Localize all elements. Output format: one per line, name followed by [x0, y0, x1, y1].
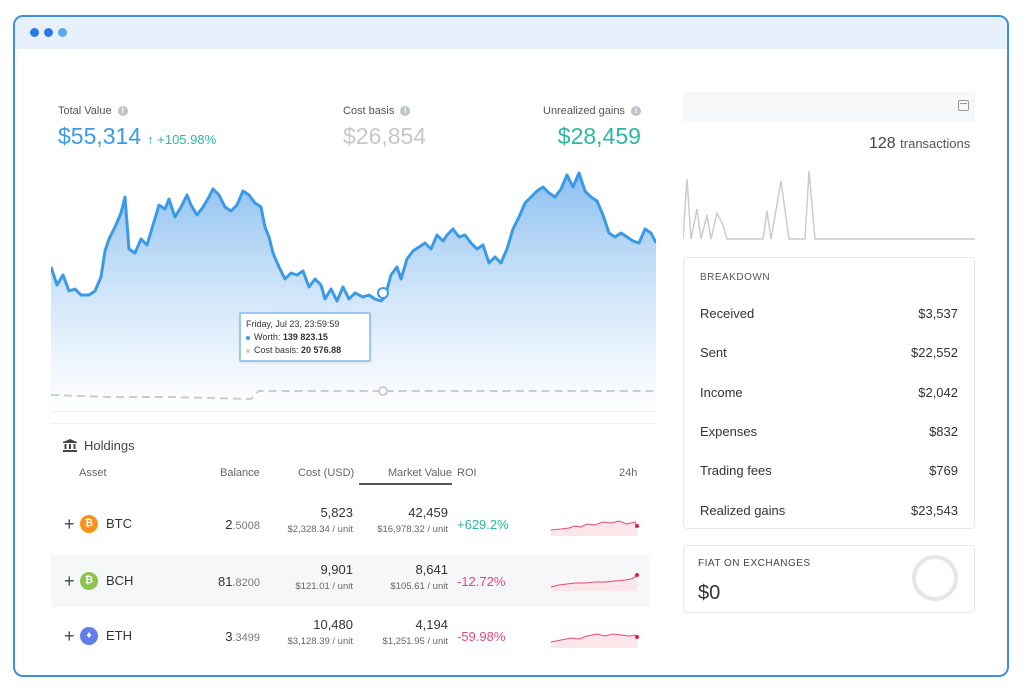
asset-market-value: 42,459 $16,978.32 / unit — [377, 505, 448, 535]
eth-icon: ♦ — [80, 627, 98, 645]
asset-roi: +629.2% — [457, 517, 509, 532]
tooltip-cost-value: 20 576.88 — [301, 345, 342, 355]
breakdown-title: BREAKDOWN — [700, 272, 771, 283]
total-value-stat: Total Value i $55,314 ↑ +105.98% — [58, 105, 216, 150]
asset-symbol: BTC — [106, 516, 132, 531]
unrealized-gains-label: Unrealized gains — [543, 105, 625, 117]
plus-icon[interactable]: + — [64, 626, 75, 646]
portfolio-chart[interactable] — [49, 167, 658, 412]
cost-basis-label: Cost basis — [343, 105, 395, 117]
table-row[interactable]: + ₿ BCH 81.8200 9,901 $121.01 / unit 8,64… — [51, 555, 649, 607]
transactions-count: 128 transactions — [869, 135, 971, 152]
tooltip-worth-value: 139 823.15 — [282, 332, 328, 342]
btc-sparkline — [551, 520, 639, 536]
tooltip-worth-label: Worth: — [254, 332, 281, 342]
chart-tooltip: Friday, Jul 23, 23:59:59 Worth: 139 823.… — [239, 312, 371, 362]
asset-cost: 5,823 $2,328.34 / unit — [287, 505, 354, 535]
table-row[interactable]: + ₿ BTC 2.5008 5,823 $2,328.34 / unit 42,… — [51, 498, 649, 550]
bank-icon — [63, 439, 77, 452]
portfolio-chart-svg[interactable] — [49, 167, 658, 411]
cost-basis-hover-point[interactable] — [378, 386, 388, 396]
asset-market-value: 8,641 $105.61 / unit — [390, 562, 448, 592]
info-icon[interactable]: i — [117, 106, 128, 116]
worth-area — [51, 173, 656, 411]
column-balance[interactable]: Balance — [220, 467, 260, 479]
column-cost[interactable]: Cost (USD) — [298, 467, 355, 479]
plus-icon[interactable]: + — [64, 514, 75, 534]
total-value-label: Total Value — [58, 105, 112, 117]
eth-sparkline — [551, 633, 639, 648]
tooltip-date: Friday, Jul 23, 23:59:59 — [246, 319, 340, 329]
fiat-title: FIAT ON EXCHANGES — [698, 558, 811, 569]
breakdown-card: BREAKDOWN Received $3,537 Sent $22,552 Inc… — [683, 257, 975, 529]
asset-balance: 3.3499 — [225, 629, 260, 644]
asset-roi: -59.98% — [457, 629, 506, 644]
cost-basis-amount: $26,854 — [343, 123, 427, 149]
breakdown-row-income[interactable]: Income $2,042 — [700, 385, 958, 400]
total-value-amount: $55,314 — [58, 123, 142, 149]
unrealized-gains-amount: $28,459 — [557, 123, 641, 149]
asset-market-value: 4,194 $1,251.95 / unit — [382, 617, 449, 647]
app-window: Total Value i $55,314 ↑ +105.98% Cost basi… — [13, 15, 1009, 677]
window-dot-icon[interactable] — [44, 28, 53, 37]
holdings-header: Holdings — [63, 438, 135, 453]
calendar-icon[interactable] — [958, 100, 969, 111]
fiat-donut-chart — [912, 555, 958, 601]
asset-cost: 10,480 $3,128.39 / unit — [287, 617, 354, 647]
breakdown-row-sent[interactable]: Sent $22,552 — [700, 345, 958, 360]
btc-icon: ₿ — [80, 515, 98, 533]
table-row[interactable]: + ♦ ETH 3.3499 10,480 $3,128.39 / unit 4,… — [51, 610, 649, 662]
asset-balance: 2.5008 — [225, 517, 260, 532]
asset-symbol: BCH — [106, 573, 134, 588]
breakdown-row-trading-fees[interactable]: Trading fees $769 — [700, 463, 958, 478]
fiat-card: FIAT ON EXCHANGES $0 — [683, 545, 975, 613]
column-roi[interactable]: ROI — [457, 467, 477, 479]
worth-dot-icon — [246, 335, 250, 340]
total-value-change: ↑ +105.98% — [147, 132, 217, 147]
column-asset[interactable]: Asset — [79, 467, 107, 479]
column-market-value[interactable]: Market Value — [359, 467, 452, 485]
date-range-bar[interactable] — [683, 92, 975, 122]
cost-dot-icon — [246, 348, 250, 353]
bch-icon: ₿ — [80, 572, 98, 590]
worth-line — [49, 171, 658, 303]
breakdown-row-expenses[interactable]: Expenses $832 — [700, 424, 958, 439]
asset-symbol: ETH — [106, 628, 132, 643]
info-icon[interactable]: i — [630, 106, 641, 116]
asset-balance: 81.8200 — [218, 574, 260, 589]
info-icon[interactable]: i — [400, 106, 411, 116]
window-dot-icon[interactable] — [30, 28, 39, 37]
tooltip-cost-label: Cost basis: — [254, 345, 299, 355]
bch-sparkline — [551, 573, 639, 591]
window-dot-icon[interactable] — [58, 28, 67, 37]
asset-roi: -12.72% — [457, 574, 506, 589]
holdings-title: Holdings — [84, 438, 135, 453]
holdings-table: Holdings Asset Balance Cost (USD) Market… — [51, 423, 656, 664]
transactions-sparkline — [683, 170, 975, 240]
fiat-value: $0 — [698, 582, 721, 604]
breakdown-row-realized-gains[interactable]: Realized gains $23,543 — [700, 503, 958, 518]
breakdown-row-received[interactable]: Received $3,537 — [700, 306, 958, 321]
cost-basis-stat: Cost basis i $26,854 — [343, 105, 426, 150]
cost-basis-line — [50, 390, 656, 401]
chart-hover-point[interactable] — [377, 287, 389, 299]
plus-icon[interactable]: + — [64, 571, 75, 591]
title-bar — [15, 17, 1007, 49]
asset-cost: 9,901 $121.01 / unit — [295, 562, 353, 592]
unrealized-gains-stat: Unrealized gains i $28,459 — [543, 105, 641, 150]
column-24h[interactable]: 24h — [619, 467, 638, 479]
